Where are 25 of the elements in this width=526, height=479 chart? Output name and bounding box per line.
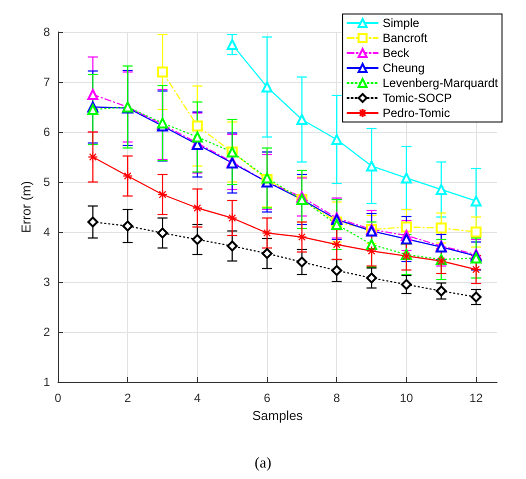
- x-tick-label: 8: [333, 391, 340, 405]
- y-tick-label: 6: [43, 125, 50, 139]
- y-tick-label: 7: [43, 75, 50, 89]
- legend-label: Tomic-SOCP: [382, 91, 452, 105]
- y-tick-label: 3: [43, 275, 50, 289]
- legend-label: Pedro-Tomic: [382, 106, 450, 120]
- x-tick-label: 10: [400, 391, 414, 405]
- x-tick-label: 6: [264, 391, 271, 405]
- y-axis-title: Error (m): [18, 181, 34, 233]
- x-tick-label: 12: [469, 391, 484, 405]
- y-tick-label: 5: [43, 175, 50, 189]
- legend-label: Beck: [382, 46, 410, 60]
- y-tick-label: 1: [43, 375, 50, 389]
- legend-label: Simple: [382, 16, 420, 30]
- x-tick-label: 0: [54, 391, 62, 405]
- legend-label: Bancroft: [382, 31, 428, 45]
- legend-label: Levenberg-Marquardt: [382, 76, 499, 90]
- x-tick-label: 4: [194, 391, 202, 405]
- x-axis-title: Samples: [252, 408, 304, 423]
- y-tick-label: 8: [43, 25, 50, 39]
- y-tick-label: 4: [43, 225, 50, 239]
- y-tick-label: 2: [43, 325, 50, 339]
- legend-label: Cheung: [382, 61, 425, 75]
- x-tick-label: 2: [124, 391, 132, 405]
- text: (a): [254, 456, 272, 472]
